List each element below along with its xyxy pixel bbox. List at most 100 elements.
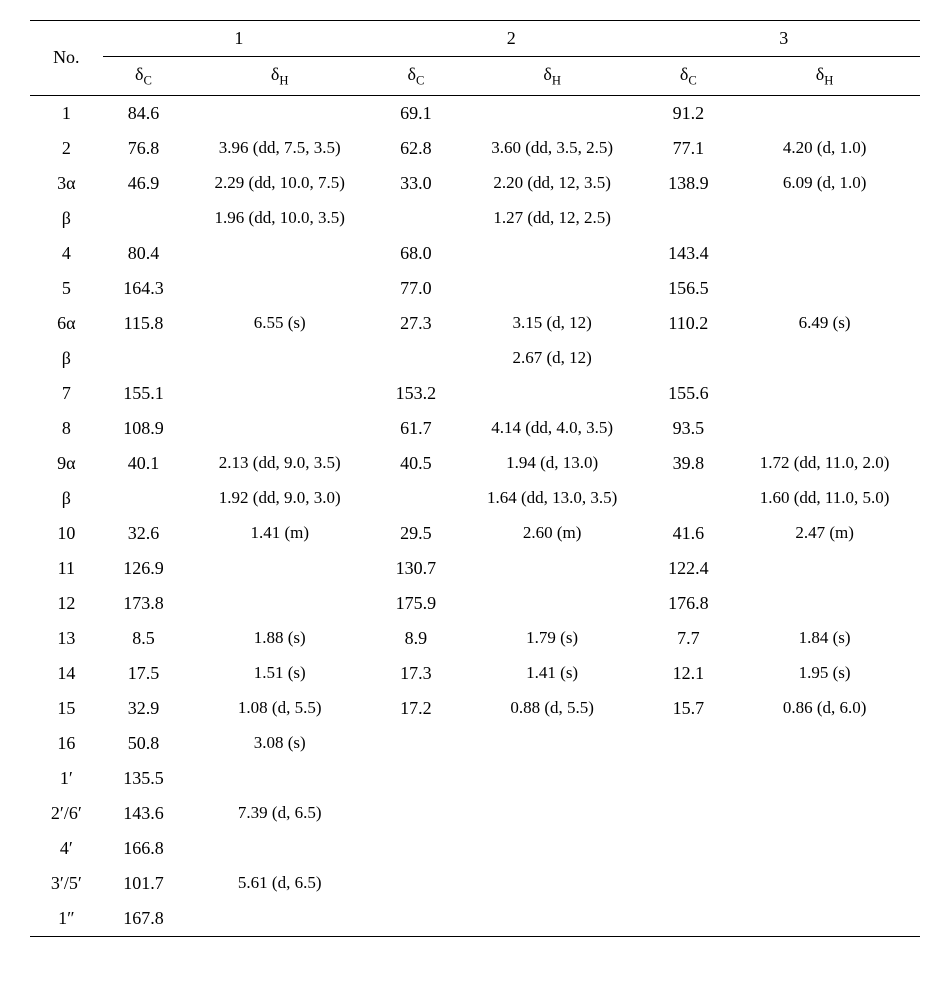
cell-c2 xyxy=(375,341,457,376)
table-row: 1′135.5 xyxy=(30,761,920,796)
cell-h1: 2.29 (dd, 10.0, 7.5) xyxy=(184,166,375,201)
cell-h3 xyxy=(729,271,920,306)
cell-c1: 32.9 xyxy=(103,691,185,726)
cell-h3 xyxy=(729,341,920,376)
cell-c1 xyxy=(103,481,185,516)
cell-h2: 2.60 (m) xyxy=(457,516,648,551)
cell-h1 xyxy=(184,551,375,586)
cell-h2: 2.67 (d, 12) xyxy=(457,341,648,376)
cell-c2: 77.0 xyxy=(375,271,457,306)
cell-c1: 32.6 xyxy=(103,516,185,551)
cell-h3 xyxy=(729,236,920,271)
cell-h3 xyxy=(729,95,920,131)
cell-c1: 8.5 xyxy=(103,621,185,656)
cell-c1: 40.1 xyxy=(103,446,185,481)
table-row: 2′/6′143.67.39 (d, 6.5) xyxy=(30,796,920,831)
cell-h1: 6.55 (s) xyxy=(184,306,375,341)
table-row: 11126.9130.7122.4 xyxy=(30,551,920,586)
cell-c3 xyxy=(647,481,729,516)
cell-c1: 108.9 xyxy=(103,411,185,446)
cell-c1: 135.5 xyxy=(103,761,185,796)
cell-c1: 166.8 xyxy=(103,831,185,866)
table-row: 3α46.92.29 (dd, 10.0, 7.5)33.02.20 (dd, … xyxy=(30,166,920,201)
cell-c3: 12.1 xyxy=(647,656,729,691)
header-delta-c-3: δC xyxy=(647,57,729,96)
cell-h2: 1.27 (dd, 12, 2.5) xyxy=(457,201,648,236)
cell-h3 xyxy=(729,411,920,446)
table-row: 12173.8175.9176.8 xyxy=(30,586,920,621)
cell-h2: 3.60 (dd, 3.5, 2.5) xyxy=(457,131,648,166)
cell-c3: 122.4 xyxy=(647,551,729,586)
table-row: β1.92 (dd, 9.0, 3.0)1.64 (dd, 13.0, 3.5)… xyxy=(30,481,920,516)
header-delta-c-1: δC xyxy=(103,57,185,96)
table-row: 1032.61.41 (m)29.52.60 (m)41.62.47 (m) xyxy=(30,516,920,551)
cell-no: 1″ xyxy=(30,901,103,937)
header-delta-c-2: δC xyxy=(375,57,457,96)
cell-h2: 2.20 (dd, 12, 3.5) xyxy=(457,166,648,201)
cell-c3: 110.2 xyxy=(647,306,729,341)
cell-c1 xyxy=(103,201,185,236)
cell-no: 7 xyxy=(30,376,103,411)
cell-c1: 76.8 xyxy=(103,131,185,166)
cell-c2 xyxy=(375,901,457,937)
cell-c2: 130.7 xyxy=(375,551,457,586)
cell-h2: 1.64 (dd, 13.0, 3.5) xyxy=(457,481,648,516)
cell-h1: 2.13 (dd, 9.0, 3.5) xyxy=(184,446,375,481)
cell-no: 8 xyxy=(30,411,103,446)
cell-c2 xyxy=(375,201,457,236)
cell-no: 9α xyxy=(30,446,103,481)
table-row: 1532.91.08 (d, 5.5)17.20.88 (d, 5.5)15.7… xyxy=(30,691,920,726)
table-row: 9α40.12.13 (dd, 9.0, 3.5)40.51.94 (d, 13… xyxy=(30,446,920,481)
cell-c2: 27.3 xyxy=(375,306,457,341)
cell-h1: 1.88 (s) xyxy=(184,621,375,656)
cell-h2: 0.88 (d, 5.5) xyxy=(457,691,648,726)
cell-h2 xyxy=(457,271,648,306)
cell-h2 xyxy=(457,586,648,621)
cell-c3: 176.8 xyxy=(647,586,729,621)
cell-c2: 62.8 xyxy=(375,131,457,166)
cell-c1: 80.4 xyxy=(103,236,185,271)
cell-h1: 1.92 (dd, 9.0, 3.0) xyxy=(184,481,375,516)
cell-c1: 173.8 xyxy=(103,586,185,621)
cell-no: 3α xyxy=(30,166,103,201)
table-row: 7155.1153.2155.6 xyxy=(30,376,920,411)
cell-h3: 0.86 (d, 6.0) xyxy=(729,691,920,726)
cell-c2: 8.9 xyxy=(375,621,457,656)
cell-c3 xyxy=(647,761,729,796)
cell-c2: 175.9 xyxy=(375,586,457,621)
cell-c2: 61.7 xyxy=(375,411,457,446)
cell-h3: 1.84 (s) xyxy=(729,621,920,656)
header-no: No. xyxy=(30,21,103,96)
cell-h3 xyxy=(729,866,920,901)
header-delta-h-1: δH xyxy=(184,57,375,96)
cell-h2 xyxy=(457,901,648,937)
cell-h2 xyxy=(457,95,648,131)
cell-h2: 1.41 (s) xyxy=(457,656,648,691)
cell-c2: 29.5 xyxy=(375,516,457,551)
cell-c2 xyxy=(375,831,457,866)
header-delta-h-2: δH xyxy=(457,57,648,96)
cell-h1 xyxy=(184,236,375,271)
cell-no: 4 xyxy=(30,236,103,271)
cell-h2 xyxy=(457,551,648,586)
cell-h3: 4.20 (d, 1.0) xyxy=(729,131,920,166)
header-compound-3: 3 xyxy=(647,21,920,57)
cell-h3 xyxy=(729,796,920,831)
cell-no: 13 xyxy=(30,621,103,656)
table-row: 138.51.88 (s)8.91.79 (s)7.71.84 (s) xyxy=(30,621,920,656)
cell-h1: 7.39 (d, 6.5) xyxy=(184,796,375,831)
cell-h2: 4.14 (dd, 4.0, 3.5) xyxy=(457,411,648,446)
cell-h2 xyxy=(457,236,648,271)
cell-c3: 156.5 xyxy=(647,271,729,306)
cell-c3 xyxy=(647,831,729,866)
table-row: 1417.51.51 (s)17.31.41 (s)12.11.95 (s) xyxy=(30,656,920,691)
header-compound-1: 1 xyxy=(103,21,375,57)
cell-h2 xyxy=(457,376,648,411)
cell-h3 xyxy=(729,901,920,937)
cell-h3: 6.09 (d, 1.0) xyxy=(729,166,920,201)
cell-no: 1 xyxy=(30,95,103,131)
table-row: 6α115.86.55 (s)27.33.15 (d, 12)110.26.49… xyxy=(30,306,920,341)
cell-h2 xyxy=(457,761,648,796)
cell-c1: 84.6 xyxy=(103,95,185,131)
cell-c2 xyxy=(375,726,457,761)
